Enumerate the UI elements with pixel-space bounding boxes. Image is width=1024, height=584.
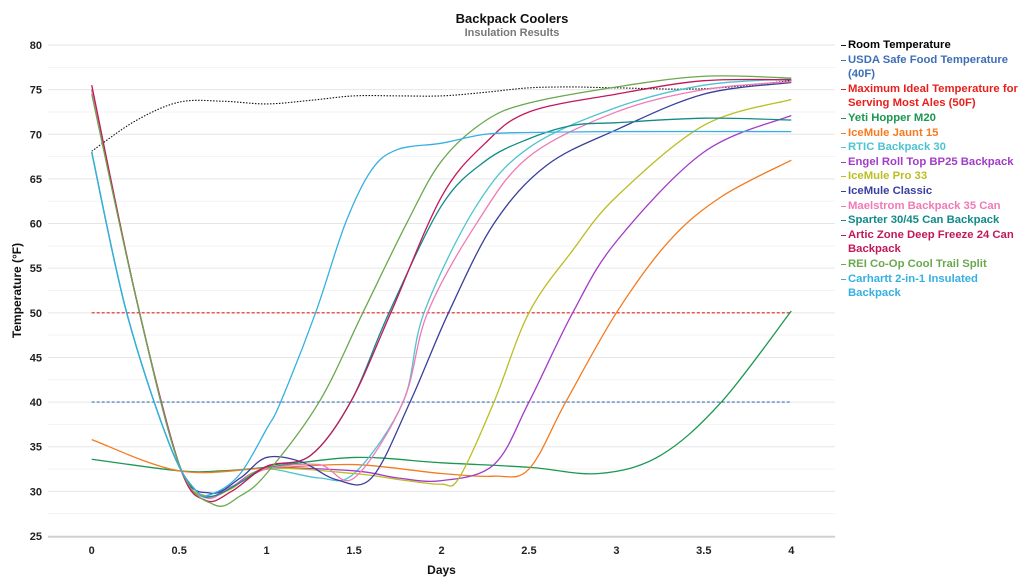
legend-item-maximum-ideal-temperature-for-serving-most-ales-50f[interactable]: Maximum Ideal Temperature for Serving Mo… [840, 82, 1024, 111]
x-tick-label: 3.5 [696, 545, 711, 557]
legend-item-yeti-hopper-m20[interactable]: Yeti Hopper M20 [840, 111, 1024, 126]
plot-area: 25 30 35 40 45 50 55 60 65 70 75 80 0 0.5 1 1.5 2 2.5 3 3.5… [10, 40, 835, 577]
y-tick-label: 25 [30, 531, 42, 543]
legend-item-sparter-30-45-can-backpack[interactable]: Sparter 30/45 Can Backpack [840, 213, 1024, 228]
legend-label: Maximum Ideal Temperature for Serving Mo… [848, 82, 1018, 110]
legend-label: Maelstrom Backpack 35 Can [848, 199, 1001, 212]
legend-label: Yeti Hopper M20 [848, 111, 936, 124]
legend-item-icemule-pro-33[interactable]: IceMule Pro 33 [840, 169, 1024, 184]
y-axis-label: Temperature (°F) [10, 243, 24, 338]
x-tick-label: 3 [613, 545, 619, 557]
chart-title: Backpack Coolers [455, 11, 569, 26]
legend-marker [841, 59, 846, 61]
series-line-rtic-backpack-30 [91, 78, 792, 497]
legend-label: RTIC Backpack 30 [848, 141, 946, 154]
y-tick-label: 45 [30, 352, 42, 364]
x-tick-label: 4 [788, 545, 795, 557]
y-tick-label: 55 [30, 263, 42, 275]
x-tick-label: 0 [89, 545, 95, 557]
legend-item-rtic-backpack-30[interactable]: RTIC Backpack 30 [840, 140, 1024, 155]
x-tick-label: 1.5 [346, 545, 361, 557]
legend-marker [841, 88, 846, 90]
legend: Room Temperature USDA Safe Food Temperatu… [840, 38, 1024, 301]
x-tick-label: 2 [438, 545, 444, 557]
legend-marker [841, 278, 846, 280]
legend-label: Artic Zone Deep Freeze 24 Can Backpack [848, 228, 1014, 256]
legend-item-icemule-jaunt-15[interactable]: IceMule Jaunt 15 [840, 126, 1024, 141]
legend-label: Room Temperature [848, 39, 951, 51]
y-tick-label: 70 [30, 129, 42, 141]
legend-label: IceMule Classic [848, 184, 933, 197]
y-tick-label: 65 [30, 174, 42, 186]
series-line-carhartt-2-in-1-insulated-backpack [91, 130, 792, 497]
legend-label: Engel Roll Top BP25 Backpack [848, 155, 1014, 168]
legend-label: IceMule Pro 33 [848, 170, 928, 183]
series-line-icemule-jaunt-15 [91, 159, 792, 478]
series-line-icemule-classic [91, 81, 792, 495]
y-tick-label: 75 [30, 85, 42, 97]
legend-marker [841, 190, 846, 192]
legend-item-usda-safe-food-temperature-40f[interactable]: USDA Safe Food Temperature (40F) [840, 53, 1024, 82]
legend-marker [841, 263, 846, 265]
legend-marker [841, 117, 846, 119]
legend-label: Sparter 30/45 Can Backpack [848, 214, 1000, 227]
legend-label: USDA Safe Food Temperature (40F) [848, 53, 1009, 81]
series-line-room-temperature [91, 80, 792, 152]
y-tick-label: 40 [30, 397, 42, 409]
y-tick-label: 30 [30, 486, 42, 498]
legend-item-engel-roll-top-bp25-backpack[interactable]: Engel Roll Top BP25 Backpack [840, 155, 1024, 170]
legend-label: Carhartt 2-in-1 Insulated Backpack [848, 272, 978, 300]
y-tick-label: 35 [30, 442, 42, 454]
legend-item-room-temperature[interactable]: Room Temperature [840, 38, 1024, 53]
y-tick-label: 60 [30, 219, 42, 231]
legend-label: IceMule Jaunt 15 [848, 126, 939, 139]
legend-marker [841, 234, 846, 236]
legend-marker [841, 147, 846, 149]
series-line-engel-roll-top-bp25-backpack [91, 89, 792, 498]
x-tick-label: 2.5 [521, 545, 536, 557]
series-line-rei-co-op-cool-trail-split [91, 75, 792, 507]
legend-marker [841, 176, 846, 178]
y-tick-label: 80 [30, 40, 42, 52]
x-tick-label: 1 [264, 545, 270, 557]
series-line-sparter-30-45-can-backpack [91, 117, 792, 498]
legend-item-maelstrom-backpack-35-can[interactable]: Maelstrom Backpack 35 Can [840, 199, 1024, 214]
legend-item-carhartt-2-in-1-insulated-backpack[interactable]: Carhartt 2-in-1 Insulated Backpack [840, 272, 1024, 301]
legend-item-icemule-classic[interactable]: IceMule Classic [840, 184, 1024, 199]
chart-subtitle: Insulation Results [464, 27, 560, 39]
x-axis-label: Days [427, 563, 456, 577]
legend-marker [841, 161, 846, 163]
y-tick-label: 50 [30, 308, 42, 320]
legend-item-rei-co-op-cool-trail-split[interactable]: REI Co-Op Cool Trail Split [840, 257, 1024, 272]
legend-marker [841, 132, 846, 134]
legend-marker [841, 45, 846, 46]
legend-marker [841, 205, 846, 207]
legend-label: REI Co-Op Cool Trail Split [848, 257, 987, 270]
series-line-yeti-hopper-m20 [91, 310, 792, 475]
legend-marker [841, 220, 846, 222]
legend-item-artic-zone-deep-freeze-24-can-backpack[interactable]: Artic Zone Deep Freeze 24 Can Backpack [840, 228, 1024, 257]
x-tick-label: 0.5 [172, 545, 187, 557]
